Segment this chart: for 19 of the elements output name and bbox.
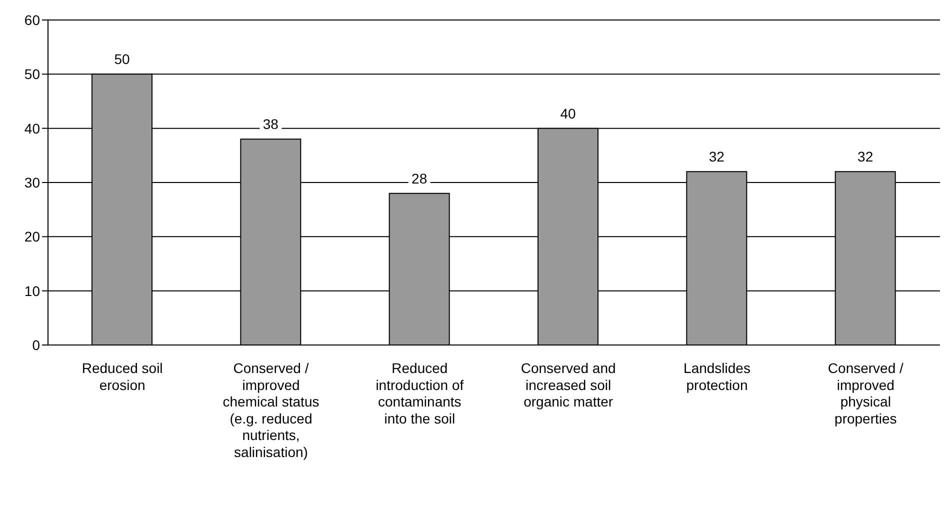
- x-tick-label: Conserved and increased soil organic matter: [520, 360, 616, 410]
- data-label: 28: [412, 170, 428, 186]
- data-label: 50: [114, 51, 130, 68]
- x-tick-label: Reduced introduction of contaminants into the soil: [376, 360, 464, 426]
- y-tick-label: 60: [24, 12, 40, 28]
- y-tick-label: 20: [24, 228, 40, 245]
- y-tick-label: 10: [24, 282, 40, 299]
- x-tick-label: Reduced soil erosion: [82, 360, 163, 393]
- y-tick-label: 40: [24, 120, 40, 136]
- data-label: 40: [560, 105, 576, 122]
- x-tick-label: Conserved / improved chemical status (e.g. reduced nutrients, salinisation): [222, 360, 320, 460]
- y-tick-label: 0: [32, 336, 40, 353]
- y-tick-label: 50: [24, 66, 40, 82]
- x-tick-label: Conserved / improved physical properties: [828, 360, 904, 426]
- x-tick-label: Landslides protection: [684, 360, 750, 393]
- data-label: 32: [858, 148, 874, 165]
- y-tick-label: 30: [24, 174, 40, 190]
- data-label: 32: [708, 148, 725, 165]
- data-label: 38: [262, 116, 279, 132]
